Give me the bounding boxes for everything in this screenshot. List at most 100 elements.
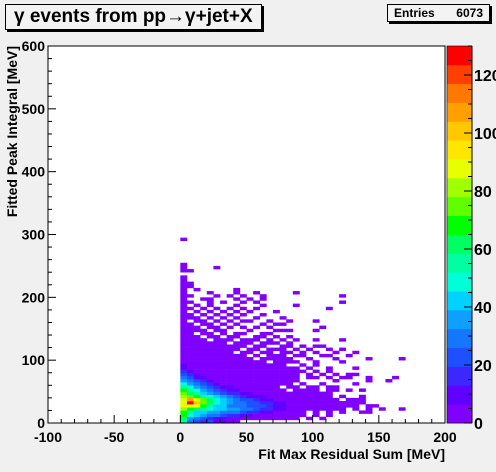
heatmap-bin (312, 369, 320, 374)
heatmap-bin (246, 394, 254, 399)
heatmap-bin (226, 313, 234, 317)
heatmap-bin (312, 360, 320, 364)
heatmap-bin (259, 416, 267, 421)
heatmap-bin (292, 388, 300, 392)
heatmap-bin (279, 344, 287, 348)
heatmap-bin (233, 419, 241, 424)
heatmap-bin (312, 388, 320, 392)
heatmap-bin (365, 404, 373, 408)
y-tick-label: 200 (22, 289, 46, 305)
heatmap-bin (213, 388, 221, 392)
heatmap-bin (286, 369, 294, 374)
heatmap-bin (352, 382, 360, 386)
heatmap-bin (220, 322, 227, 326)
palette-swatch (447, 102, 472, 122)
heatmap-bin (200, 401, 208, 405)
heatmap-bin (186, 360, 194, 364)
heatmap-bin (200, 338, 208, 342)
heatmap-bin (312, 397, 320, 402)
x-axis: -100 -50 0 50 100 150 200 (34, 415, 457, 445)
heatmap-bin (259, 391, 267, 396)
heatmap-bin (226, 350, 234, 355)
heatmap-bin (226, 391, 234, 396)
z-tick-label: 80 (474, 184, 492, 201)
heatmap-bin (180, 372, 188, 377)
heatmap-bin (200, 413, 208, 418)
heatmap-bin (286, 404, 294, 408)
heatmap-bin (213, 401, 221, 405)
heatmap-bin (253, 344, 261, 348)
heatmap-bin (206, 363, 214, 367)
heatmap-bin (272, 394, 280, 399)
heatmap-bin (200, 385, 208, 389)
heatmap-bin (220, 391, 227, 396)
palette-swatch (447, 272, 472, 292)
heatmap-bin (180, 388, 188, 392)
heatmap-bin (272, 385, 280, 389)
heatmap-bin (345, 388, 353, 392)
heatmap-bin (372, 404, 380, 408)
heatmap-bin (226, 344, 234, 348)
heatmap-bin (200, 357, 208, 361)
heatmap-bin (226, 319, 234, 323)
heatmap-bin (206, 325, 214, 330)
heatmap-bin (345, 372, 353, 377)
heatmap-bin (272, 413, 280, 418)
heatmap-bin (266, 375, 274, 380)
heatmap-bin (259, 344, 267, 348)
heatmap-bin (206, 382, 214, 386)
heatmap-bin (286, 397, 294, 402)
heatmap-bin (233, 407, 241, 411)
heatmap-bin (319, 407, 327, 411)
heatmap-bin (220, 344, 227, 348)
heatmap-bin (398, 357, 406, 361)
heatmap-bin (286, 335, 294, 339)
heatmap-bin (220, 300, 227, 304)
heatmap-bin (186, 331, 194, 336)
heatmap-bin (266, 366, 274, 370)
y-tick-label: 100 (22, 352, 46, 368)
heatmap-bin (339, 407, 347, 411)
heatmap-bin (220, 341, 227, 345)
x-tick-label: -100 (34, 429, 62, 445)
heatmap-bin (259, 360, 267, 364)
heatmap-bin (286, 416, 294, 421)
heatmap-bin (193, 338, 201, 342)
heatmap-bin (206, 416, 214, 421)
palette-swatch (447, 177, 472, 198)
heatmap-bin (233, 344, 241, 348)
heatmap-bin (206, 341, 214, 345)
heatmap-bin (213, 328, 221, 333)
heatmap-bin (226, 347, 234, 352)
heatmap-bin (233, 385, 241, 389)
heatmap-bin (352, 397, 360, 402)
heatmap-bin (180, 401, 188, 405)
heatmap-bin (279, 407, 287, 411)
heatmap-bin (253, 410, 261, 414)
heatmap-bin (312, 338, 320, 342)
heatmap-bin (306, 372, 313, 377)
heatmap-bin (286, 407, 294, 411)
heatmap-bin (206, 401, 214, 405)
heatmap-bin (193, 316, 201, 320)
heatmap-bin (279, 322, 287, 326)
heatmap-bin (286, 413, 294, 418)
heatmap-bin (259, 413, 267, 418)
heatmap-bin (259, 369, 267, 374)
heatmap-bin (332, 350, 340, 355)
heatmap-bin (253, 375, 261, 380)
heatmap-bin (259, 397, 267, 402)
heatmap-bin (292, 291, 300, 295)
palette-swatch (447, 366, 472, 386)
heatmap-bin (239, 375, 247, 380)
heatmap-bin (226, 357, 234, 361)
heatmap-bin (292, 410, 300, 414)
heatmap-bin (286, 360, 294, 364)
heatmap-bin (206, 291, 214, 295)
heatmap-bin (186, 294, 194, 298)
heatmap-bin (279, 410, 287, 414)
heatmap-bin (239, 353, 247, 358)
heatmap-bin (239, 388, 247, 392)
heatmap-bin (365, 410, 373, 414)
heatmap-bin (325, 410, 333, 414)
